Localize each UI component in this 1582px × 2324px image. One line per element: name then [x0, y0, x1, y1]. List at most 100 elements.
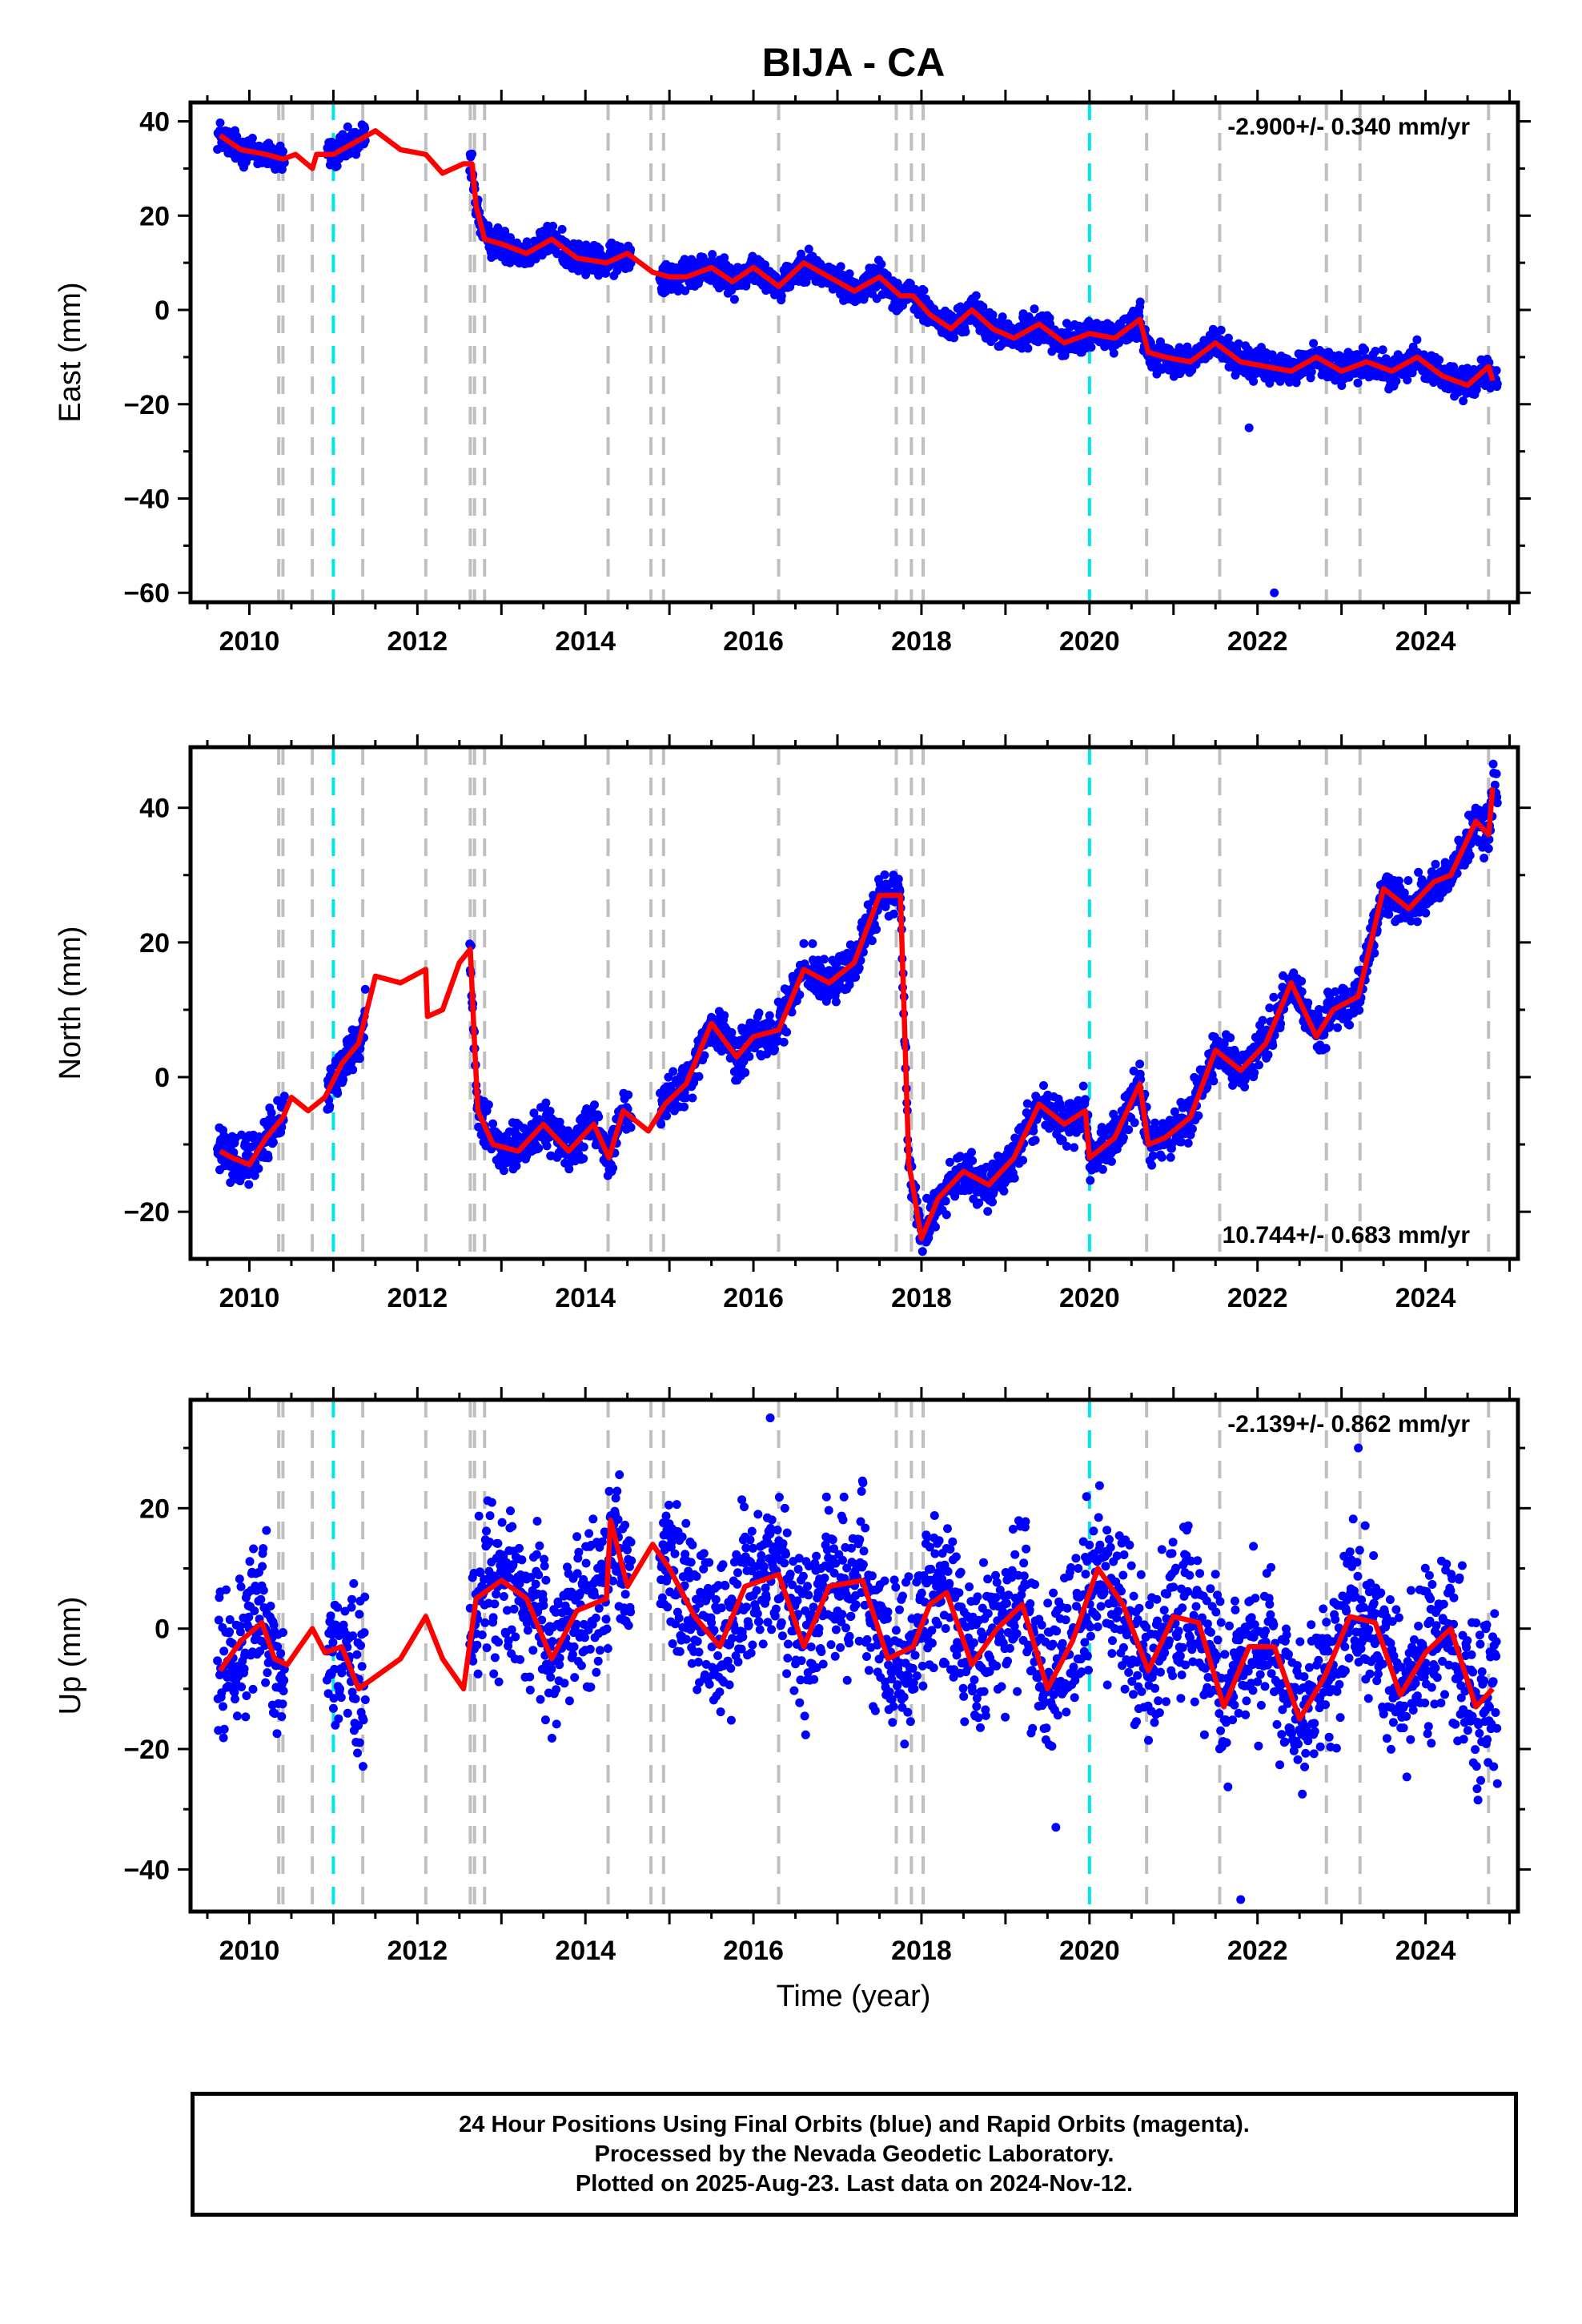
data-point — [1118, 1133, 1128, 1143]
data-point — [845, 980, 854, 990]
east-x-tick-label: 2020 — [1059, 626, 1120, 657]
data-point — [1488, 759, 1498, 769]
data-point — [882, 271, 892, 280]
data-point — [880, 870, 889, 879]
data-point — [1124, 1125, 1134, 1135]
data-point — [279, 147, 287, 156]
data-point — [1265, 1003, 1275, 1013]
data-point — [1106, 1156, 1116, 1166]
data-point — [1337, 381, 1347, 390]
data-point — [226, 1178, 235, 1188]
data-point — [1403, 876, 1413, 885]
data-point — [1325, 1021, 1335, 1031]
data-point — [542, 1141, 552, 1151]
data-point — [950, 1192, 960, 1201]
data-point — [332, 161, 342, 171]
data-point — [1216, 325, 1226, 335]
data-point — [680, 1102, 689, 1112]
data-point — [1250, 1068, 1259, 1077]
chart-panels: 2010 2012 2014 2016 2018 2020 2022 2024−60−40−2… — [54, 90, 1531, 1966]
data-point — [244, 1180, 254, 1189]
data-point — [1255, 1060, 1263, 1070]
data-point — [1010, 1173, 1019, 1183]
data-point — [267, 1108, 276, 1117]
data-point — [1291, 378, 1301, 388]
data-point — [1384, 910, 1394, 919]
data-point — [931, 1222, 940, 1232]
data-point — [1421, 908, 1431, 918]
data-point — [656, 1120, 666, 1129]
north-panel: 2010 2012 2014 2016 2018 2020 2022 2024−2002040… — [54, 734, 1531, 1313]
data-point — [989, 1187, 998, 1196]
data-point — [851, 972, 861, 982]
data-point — [832, 959, 841, 968]
north-frame — [188, 745, 1520, 1261]
data-point — [1023, 344, 1033, 353]
data-point — [1492, 379, 1502, 388]
data-point — [694, 1072, 704, 1081]
data-point — [548, 221, 558, 231]
data-point — [942, 1210, 951, 1220]
data-point — [545, 1107, 555, 1116]
data-point — [681, 1093, 691, 1103]
data-point — [1297, 987, 1307, 996]
data-point — [961, 327, 970, 336]
data-point — [881, 902, 890, 911]
data-point — [766, 1019, 776, 1028]
data-point — [1412, 335, 1422, 344]
data-point — [867, 936, 877, 946]
data-point — [1307, 367, 1316, 376]
data-point — [1360, 345, 1370, 355]
data-point — [1177, 1137, 1186, 1147]
east-y-tick-label: −20 — [123, 390, 170, 420]
figure-title: BIJA - CA — [762, 40, 946, 85]
data-point — [1406, 916, 1415, 926]
data-point — [1353, 378, 1363, 388]
data-point — [727, 1027, 737, 1037]
data-point — [1459, 396, 1468, 406]
data-point — [247, 134, 257, 143]
data-point — [624, 1090, 633, 1100]
east-x-tick-label: 2016 — [723, 626, 784, 657]
data-point — [325, 1102, 335, 1111]
data-point — [720, 1011, 729, 1020]
data-point — [1492, 366, 1501, 376]
north-data-points — [213, 759, 1502, 1259]
data-point — [761, 260, 769, 270]
data-point — [1081, 1095, 1090, 1104]
data-point — [1226, 1033, 1235, 1043]
data-point — [279, 1092, 289, 1101]
data-point — [988, 310, 998, 320]
data-point — [1431, 859, 1440, 869]
data-point — [1148, 1151, 1158, 1160]
data-point — [1209, 1076, 1219, 1086]
data-point — [779, 1037, 789, 1047]
data-point — [626, 1123, 636, 1132]
east-x-tick-label: 2010 — [219, 626, 280, 657]
data-point — [1136, 1075, 1146, 1084]
data-point — [506, 233, 515, 243]
data-point — [752, 1019, 761, 1028]
data-point — [804, 244, 813, 254]
data-point — [468, 149, 477, 159]
data-point — [1484, 844, 1493, 854]
data-point — [268, 1137, 278, 1147]
data-point — [1234, 339, 1243, 348]
data-point — [854, 963, 864, 973]
data-point — [1240, 1082, 1250, 1092]
data-point — [754, 1008, 764, 1018]
data-point — [579, 1142, 588, 1152]
data-point — [348, 1065, 358, 1075]
data-point — [1251, 369, 1260, 379]
data-point — [1231, 1047, 1239, 1056]
data-point — [1086, 1176, 1095, 1185]
data-point — [708, 250, 717, 259]
data-point — [688, 1093, 697, 1103]
data-point — [1331, 987, 1340, 996]
east-y-tick-label: 20 — [139, 201, 170, 231]
data-point — [1058, 1136, 1067, 1145]
data-point — [1098, 1164, 1107, 1174]
data-point — [729, 295, 739, 304]
data-point — [1333, 1023, 1343, 1032]
